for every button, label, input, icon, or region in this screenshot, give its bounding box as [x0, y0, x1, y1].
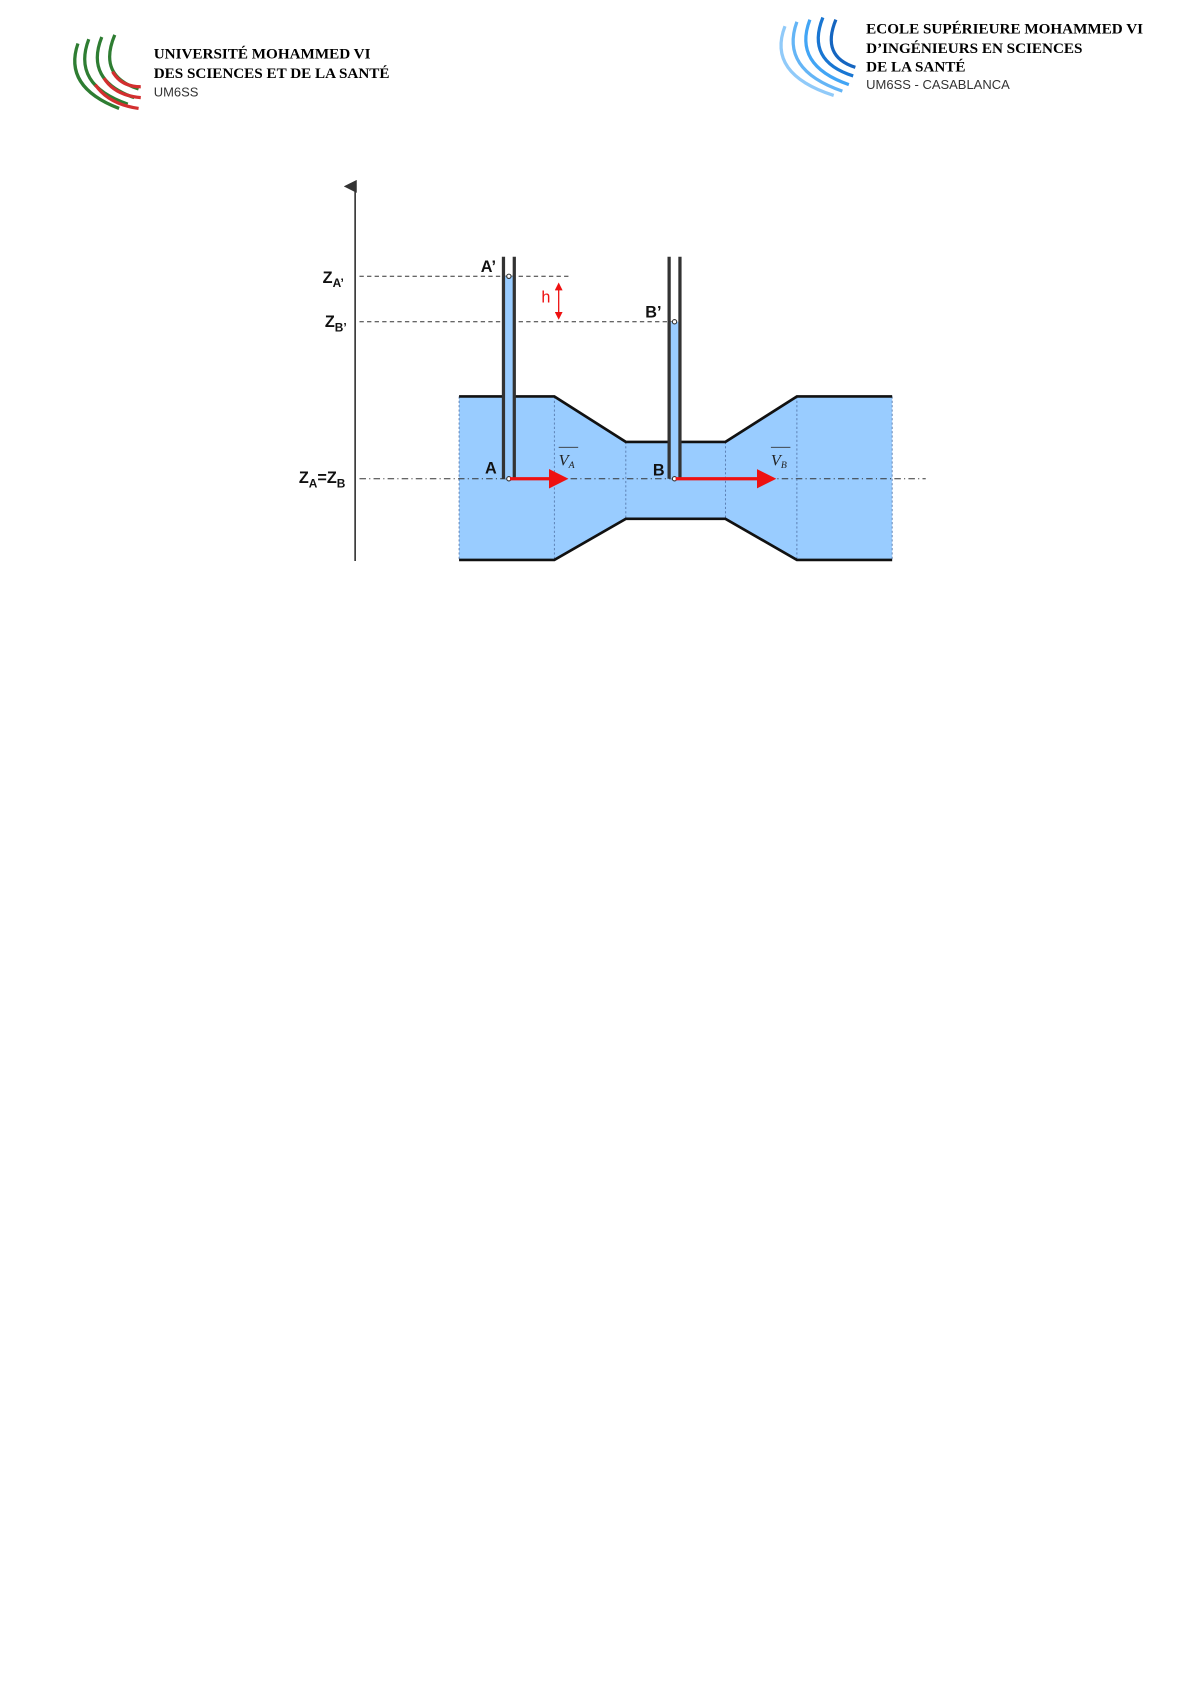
- logo-arcs-icon: [73, 34, 141, 111]
- label-a-prime: A’: [481, 258, 496, 276]
- logo-arcs-icon: [779, 16, 856, 98]
- esmise-logo: ECOLE SUPÉRIEURE MOHAMMED VI D’INGÉNIEUR…: [779, 16, 1143, 98]
- logo-right-line1: ECOLE SUPÉRIEURE MOHAMMED VI: [866, 21, 1143, 38]
- logo-right-line2: D’INGÉNIEURS EN SCIENCES: [866, 40, 1082, 57]
- label-z-a-prime: ZA’: [323, 269, 344, 290]
- piezometer-tube-b: [667, 256, 682, 482]
- label-za-eq-zb: ZA=ZB: [299, 469, 346, 490]
- piezometer-tube-a: [501, 256, 516, 482]
- venturi-diagram: ZA’ ZB’ ZA=ZB A’ B’ A B h VA VB: [299, 179, 926, 562]
- label-z-b-prime: ZB’: [325, 313, 347, 334]
- label-v-a: VA: [559, 446, 579, 471]
- ums6ss-logo: UNIVERSITÉ MOHAMMED VI DES SCIENCES ET D…: [73, 34, 390, 111]
- label-b-prime: B’: [645, 303, 661, 321]
- label-a: A: [485, 459, 497, 477]
- logo-left-line2: DES SCIENCES ET DE LA SANTÉ: [154, 65, 390, 82]
- svg-text:VB: VB: [771, 452, 787, 471]
- label-h: h: [541, 288, 550, 306]
- label-b: B: [653, 461, 665, 479]
- logo-right-line4: UM6SS - CASABLANCA: [866, 77, 1010, 92]
- section-lines: [458, 396, 893, 560]
- svg-text:VA: VA: [559, 452, 575, 471]
- label-v-b: VB: [771, 446, 791, 471]
- logo-left-line3: UM6SS: [154, 85, 199, 100]
- logo-left-line1: UNIVERSITÉ MOHAMMED VI: [154, 46, 371, 63]
- logo-right-line3: DE LA SANTÉ: [866, 59, 965, 76]
